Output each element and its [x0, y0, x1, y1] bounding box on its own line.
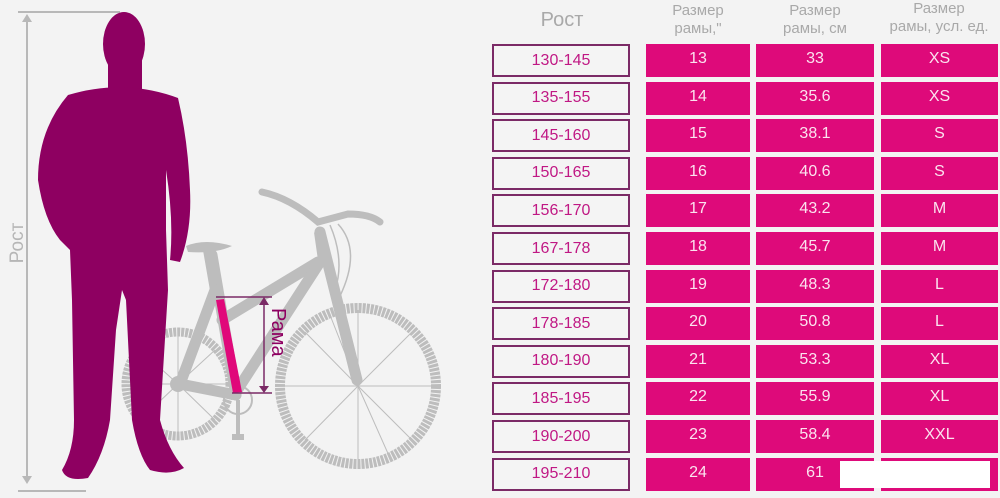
cell-frame-unit: XS	[881, 81, 998, 115]
table-row: 178-185 20 50.8 L	[0, 307, 1000, 341]
header-frame-unit: Размер рамы, усл. ед.	[876, 0, 1000, 36]
frame-label: Рама	[267, 308, 289, 358]
cell-frame-unit: M	[881, 194, 998, 228]
cell-frame-cm: 35.6	[756, 81, 874, 115]
table-row: 190-200 23 58.4 XXL	[0, 420, 1000, 453]
header-frame-inch-line1: Размер	[672, 2, 724, 19]
table-row: 180-190 21 53.3 XL	[0, 344, 1000, 378]
header-frame-unit-line1: Размер	[913, 0, 965, 17]
cell-frame-unit: L	[881, 269, 998, 303]
cell-frame-cm: 43.2	[756, 194, 874, 228]
cell-growth: 167-178	[492, 232, 630, 265]
cell-frame-cm: 45.7	[756, 232, 874, 265]
cell-frame-cm: 38.1	[756, 119, 874, 153]
cell-frame-cm: 58.4	[756, 420, 874, 453]
cell-growth: 150-165	[492, 156, 630, 190]
cell-frame-unit: L	[881, 307, 998, 341]
cell-growth: 178-185	[492, 307, 630, 341]
cell-growth: 130-145	[492, 44, 630, 77]
cell-frame-cm: 33	[756, 44, 874, 77]
cell-growth: 156-170	[492, 194, 630, 228]
frame-measure-arrow	[216, 296, 272, 394]
frame-highlight	[216, 299, 242, 393]
cell-frame-inch: 18	[646, 232, 750, 265]
cell-frame-unit: XL	[881, 344, 998, 378]
table-row: 185-195 22 55.9 XL	[0, 382, 1000, 416]
cell-frame-unit: XL	[881, 382, 998, 416]
table-row: 172-180 19 48.3 L	[0, 269, 1000, 303]
header-frame-cm-line1: Размер	[789, 2, 841, 19]
cell-growth: 180-190	[492, 344, 630, 378]
table-row: 145-160 15 38.1 S	[0, 119, 1000, 153]
cell-frame-inch: 19	[646, 269, 750, 303]
cell-frame-cm: 40.6	[756, 156, 874, 190]
cell-growth: 135-155	[492, 81, 630, 115]
header-frame-inch: Размер рамы,"	[646, 2, 750, 38]
table-row: 135-155 14 35.6 XS	[0, 81, 1000, 115]
table-row: 156-170 17 43.2 M	[0, 194, 1000, 228]
cell-frame-inch: 21	[646, 344, 750, 378]
header-frame-cm-line2: рамы, см	[783, 20, 847, 37]
cell-frame-inch: 16	[646, 156, 750, 190]
header-growth: Рост	[540, 9, 584, 31]
person-silhouette-icon	[38, 12, 191, 480]
table-row: 150-165 16 40.6 S	[0, 156, 1000, 190]
table-row: 167-178 18 45.7 M	[0, 232, 1000, 265]
header-frame-cm: Размер рамы, см	[756, 2, 874, 38]
cell-frame-cm: 48.3	[756, 269, 874, 303]
cell-frame-cm: 53.3	[756, 344, 874, 378]
table-row: 130-145 13 33 XS	[0, 44, 1000, 77]
cell-frame-inch: 17	[646, 194, 750, 228]
cell-frame-unit: M	[881, 232, 998, 265]
cell-frame-inch: 13	[646, 44, 750, 77]
header-frame-inch-line2: рамы,"	[674, 20, 722, 37]
cell-frame-inch: 24	[646, 457, 750, 491]
header-frame-unit-line2: рамы, усл. ед.	[889, 18, 989, 35]
redaction-box	[840, 461, 990, 488]
cell-frame-inch: 23	[646, 420, 750, 453]
cell-frame-cm: 55.9	[756, 382, 874, 416]
cell-growth: 172-180	[492, 269, 630, 303]
cell-frame-unit: XS	[881, 44, 998, 77]
cell-growth: 145-160	[492, 119, 630, 153]
size-illustration: Рама Рост	[0, 0, 480, 493]
cell-frame-unit: S	[881, 156, 998, 190]
person-and-bike-illustration: Рама	[18, 11, 441, 492]
height-measure-arrow	[18, 11, 120, 492]
cell-frame-inch: 22	[646, 382, 750, 416]
cell-frame-unit: S	[881, 119, 998, 153]
cell-growth: 190-200	[492, 420, 630, 453]
cell-growth: 195-210	[492, 457, 630, 491]
cell-frame-inch: 14	[646, 81, 750, 115]
cell-frame-unit: XXL	[881, 420, 998, 453]
cell-frame-inch: 15	[646, 119, 750, 153]
cell-growth: 185-195	[492, 382, 630, 416]
cell-frame-inch: 20	[646, 307, 750, 341]
cell-frame-cm: 50.8	[756, 307, 874, 341]
